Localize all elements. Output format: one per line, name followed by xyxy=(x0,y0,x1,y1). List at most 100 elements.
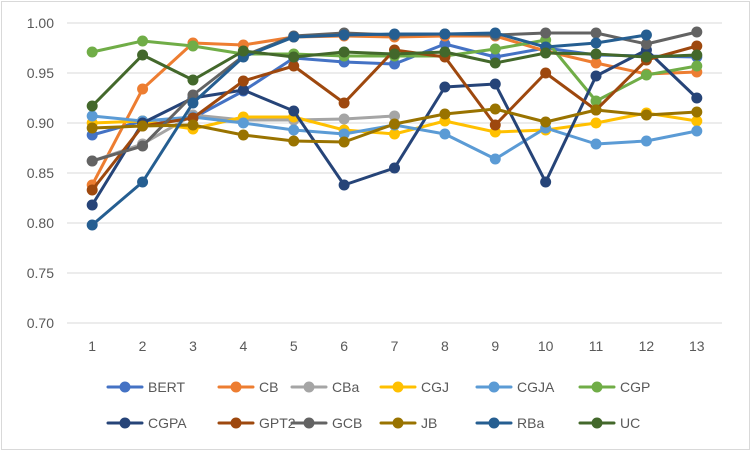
legend-item-cb: CB xyxy=(217,379,278,395)
legend-item-uc: UC xyxy=(578,415,640,431)
data-point xyxy=(540,47,552,59)
series-jb xyxy=(86,103,703,148)
x-tick-label: 10 xyxy=(538,338,554,354)
x-tick-label: 3 xyxy=(189,338,197,354)
data-point xyxy=(338,46,350,58)
x-tick-label: 7 xyxy=(391,338,399,354)
data-point xyxy=(288,135,300,147)
series-line xyxy=(90,31,648,227)
data-point xyxy=(389,162,400,174)
data-point xyxy=(540,116,552,128)
data-point xyxy=(489,57,501,69)
legend-swatch-marker xyxy=(591,417,603,429)
data-point xyxy=(137,49,149,61)
legend-label: CBa xyxy=(332,379,359,395)
data-point xyxy=(640,51,652,63)
data-point xyxy=(389,28,400,40)
x-tick-label: 13 xyxy=(689,338,705,354)
data-point xyxy=(540,27,552,39)
data-point xyxy=(590,27,602,39)
data-point xyxy=(187,89,199,101)
data-point xyxy=(389,110,400,122)
x-tick-label: 6 xyxy=(340,338,348,354)
data-point xyxy=(288,31,300,43)
data-point xyxy=(237,117,249,129)
data-point xyxy=(187,74,199,86)
data-point xyxy=(187,40,199,52)
data-point xyxy=(439,108,451,120)
y-tick-label: 0.95 xyxy=(27,65,54,81)
data-point xyxy=(137,176,149,188)
data-point xyxy=(237,129,249,141)
y-tick-label: 0.90 xyxy=(27,115,54,131)
data-point xyxy=(86,199,98,211)
legend-swatch-marker xyxy=(230,417,242,429)
legend-item-gpt2: GPT2 xyxy=(217,415,296,431)
data-point xyxy=(338,136,350,148)
data-point xyxy=(540,176,552,188)
legend-swatch-marker xyxy=(591,381,603,393)
data-point xyxy=(338,97,350,109)
legend-label: RBa xyxy=(517,415,544,431)
legend-item-cba: CBa xyxy=(290,379,359,395)
data-point xyxy=(540,67,552,79)
data-point xyxy=(338,113,350,125)
data-point xyxy=(691,125,703,137)
data-point xyxy=(237,75,249,87)
legend-item-cgja: CGJA xyxy=(475,379,555,395)
legend-label: CGJA xyxy=(517,379,555,395)
legend-swatch-marker xyxy=(303,381,315,393)
x-tick-label: 4 xyxy=(239,338,247,354)
legend-label: CGJ xyxy=(421,379,449,395)
y-tick-label: 0.80 xyxy=(27,215,54,231)
data-point xyxy=(86,46,98,58)
legend-item-cgpa: CGPA xyxy=(106,415,187,431)
y-tick-label: 0.75 xyxy=(27,265,54,281)
data-point xyxy=(640,109,652,121)
data-point xyxy=(489,43,501,55)
data-point xyxy=(590,117,602,129)
data-point xyxy=(237,84,249,96)
data-point xyxy=(691,115,703,127)
legend-swatch-marker xyxy=(303,417,315,429)
data-point xyxy=(439,81,451,93)
data-point xyxy=(338,179,350,191)
data-point xyxy=(288,105,300,117)
y-tick-label: 0.85 xyxy=(27,165,54,181)
legend-label: UC xyxy=(620,415,640,431)
x-tick-label: 1 xyxy=(88,338,96,354)
data-point xyxy=(590,138,602,150)
data-point xyxy=(590,37,602,49)
x-axis-ticks: 1 2 3 4 5 6 7 8 9 10 11 12 13 xyxy=(88,338,705,354)
data-point xyxy=(439,46,451,58)
y-axis-ticks: 0.70 0.75 0.80 0.85 0.90 0.95 1.00 xyxy=(27,15,54,331)
data-point xyxy=(691,92,703,104)
legend-item-gcb: GCB xyxy=(290,415,362,431)
legend-swatch-marker xyxy=(230,381,242,393)
legend-label: CB xyxy=(259,379,278,395)
legend-item-jb: JB xyxy=(379,415,437,431)
data-point xyxy=(640,38,652,50)
legend-item-cgj: CGJ xyxy=(379,379,449,395)
data-point xyxy=(389,48,400,60)
data-point xyxy=(640,135,652,147)
data-point xyxy=(439,28,451,40)
data-point xyxy=(137,140,149,152)
legend-label: CGPA xyxy=(148,415,187,431)
data-point xyxy=(691,60,703,72)
data-point xyxy=(137,35,149,47)
legend-item-bert: BERT xyxy=(106,379,186,395)
legend-swatch-marker xyxy=(392,417,404,429)
data-point xyxy=(187,119,199,131)
series-rba xyxy=(86,27,652,231)
data-point xyxy=(389,58,400,70)
series-uc xyxy=(86,45,703,112)
y-tick-label: 1.00 xyxy=(27,15,54,31)
data-point xyxy=(338,29,350,41)
data-point xyxy=(237,45,249,57)
data-point xyxy=(691,40,703,52)
data-point xyxy=(338,128,350,140)
x-tick-label: 2 xyxy=(139,338,147,354)
